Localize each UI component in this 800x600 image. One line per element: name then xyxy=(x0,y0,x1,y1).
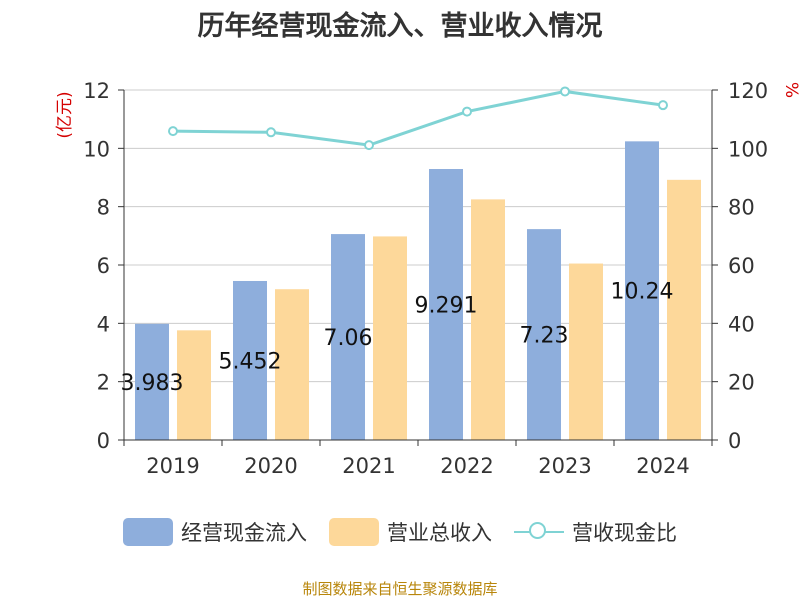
legend-item-ratio[interactable]: 营收现金比 xyxy=(514,517,677,547)
x-axis-tick-label: 2019 xyxy=(146,454,199,478)
legend-label-cash-inflow: 经营现金流入 xyxy=(181,521,307,545)
ratio-point xyxy=(560,86,570,97)
legend-label-revenue: 营业总收入 xyxy=(387,521,492,545)
legend-swatch-ratio xyxy=(514,518,564,546)
right-axis-tick-label: 0 xyxy=(728,429,741,453)
bar-cash-inflow xyxy=(135,323,169,440)
right-axis-tick-label: 120 xyxy=(728,79,768,103)
data-labels: 3.983 5.452 7.06 9.291 7.23 10.24 xyxy=(121,280,674,396)
source-note: 制图数据来自恒生聚源数据库 xyxy=(302,580,498,598)
left-axis-tick-label: 12 xyxy=(83,79,110,103)
bar-value-label: 10.24 xyxy=(611,280,674,305)
bar-value-label: 5.452 xyxy=(219,349,282,374)
legend-item-revenue[interactable]: 营业总收入 xyxy=(329,517,492,547)
ratio-point xyxy=(168,126,178,137)
legend-item-cash-inflow[interactable]: 经营现金流入 xyxy=(123,517,307,547)
right-axis-tick-label: 40 xyxy=(728,312,755,336)
legend-swatch-cash-inflow xyxy=(123,518,173,546)
left-axis-tick-label: 10 xyxy=(83,137,110,161)
x-axis-tick-label: 2022 xyxy=(440,454,493,478)
left-axis-tick-label: 6 xyxy=(97,254,110,278)
bar-cash-inflow xyxy=(625,141,659,441)
bar-revenue xyxy=(373,236,407,440)
bar-revenue xyxy=(667,179,701,441)
gridlines xyxy=(124,89,712,383)
bar-cash-inflow xyxy=(331,234,365,440)
right-axis-tick-label: 20 xyxy=(728,371,755,395)
bar-value-label: 7.06 xyxy=(324,326,373,351)
right-axis-unit: % xyxy=(781,82,800,98)
legend: 经营现金流入 营业总收入 营收现金比 xyxy=(0,517,800,547)
left-axis-tick-label: 0 xyxy=(97,429,110,453)
x-axis-tick-label: 2024 xyxy=(636,454,689,478)
bar-revenue xyxy=(471,199,505,440)
bar-revenue xyxy=(569,263,603,440)
bars xyxy=(135,141,701,441)
bar-cash-inflow xyxy=(527,229,561,440)
x-axis-tick-label: 2020 xyxy=(244,454,297,478)
right-axis-tick-label: 60 xyxy=(728,254,755,278)
ratio-point xyxy=(462,106,472,117)
left-axis-tick-label: 4 xyxy=(97,312,110,336)
right-axis-tick-label: 100 xyxy=(728,137,768,161)
x-axis-tick-label: 2021 xyxy=(342,454,395,478)
chart-title: 历年经营现金流入、营业收入情况 xyxy=(197,11,603,42)
bar-cash-inflow xyxy=(233,280,267,440)
bar-cash-inflow xyxy=(429,169,463,440)
left-axis-tick-label: 2 xyxy=(97,371,110,395)
x-axis-tick-label: 2023 xyxy=(538,454,591,478)
bar-value-label: 3.983 xyxy=(121,371,184,396)
ratio-line xyxy=(168,86,668,151)
ratio-point xyxy=(364,140,374,151)
legend-swatch-revenue xyxy=(329,518,379,546)
legend-label-ratio: 营收现金比 xyxy=(572,521,677,545)
bar-value-label: 9.291 xyxy=(415,294,478,319)
right-axis-tick-label: 80 xyxy=(728,196,755,220)
ratio-point xyxy=(266,127,276,138)
left-axis-unit: (亿元) xyxy=(55,91,75,138)
ratio-line-path xyxy=(172,89,664,147)
bar-revenue xyxy=(275,289,309,440)
ratio-point xyxy=(658,100,668,111)
left-axis-tick-label: 8 xyxy=(97,196,110,220)
bar-value-label: 7.23 xyxy=(520,324,569,349)
bar-revenue xyxy=(177,330,211,440)
